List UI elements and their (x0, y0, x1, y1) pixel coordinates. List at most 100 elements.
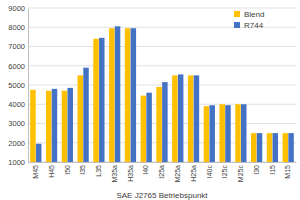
bar (251, 133, 256, 162)
tick-label: I30 (253, 165, 260, 175)
x-axis: M45 H45 I50 I35 L35 M35a H35a I40 I25a M25a H25a I4… (29, 162, 297, 183)
axis-line (29, 162, 297, 163)
bar (109, 28, 114, 162)
bar (188, 75, 193, 162)
chart: 1000 2000 3000 4000 5000 6000 7000 8000 9000 M45 H… (0, 0, 300, 200)
bar (204, 106, 209, 162)
tick: 7000 (8, 42, 28, 51)
tick: I30 (253, 162, 260, 175)
bar (30, 90, 35, 162)
x-axis-title: SAE J2765 Betriebspunkt (116, 191, 208, 200)
tick-label: 4000 (8, 100, 25, 109)
tick: 5000 (8, 81, 28, 90)
tick: 8000 (8, 23, 28, 32)
bar (115, 26, 120, 162)
bar (68, 88, 73, 162)
tick: M35a (111, 162, 118, 183)
bar (78, 75, 83, 162)
bar (235, 104, 240, 162)
bar (62, 91, 67, 162)
tick: 2000 (8, 139, 28, 148)
tick: I25c (221, 162, 228, 178)
tick-label: 3000 (8, 119, 25, 128)
bar (36, 144, 41, 162)
tick-label: M25a (174, 165, 181, 183)
tick-label: 7000 (8, 42, 25, 51)
tick-label: H45 (48, 165, 55, 178)
tick: I35 (79, 162, 86, 175)
bar (283, 133, 288, 162)
legend: Blend R744 (234, 10, 264, 30)
bar (288, 133, 293, 162)
grid (28, 8, 296, 162)
bar (156, 87, 161, 162)
grid-line (28, 8, 296, 9)
tick-label: I25c (221, 165, 228, 179)
tick-label: M45 (32, 165, 39, 179)
bar (194, 75, 199, 162)
bar (46, 91, 51, 162)
legend-label: R744 (244, 21, 264, 30)
tick-label: M25c (237, 165, 244, 183)
bar (146, 93, 151, 162)
legend-label: Blend (244, 10, 264, 19)
tick-label: 1000 (8, 158, 25, 167)
bar (267, 133, 272, 162)
grid-line (28, 65, 296, 66)
tick-label: L35 (95, 165, 102, 177)
tick: M25c (237, 162, 244, 182)
tick-label: M35a (111, 165, 118, 183)
tick: M15 (284, 162, 291, 179)
tick: M45 (32, 162, 39, 179)
bar (273, 133, 278, 162)
bar (162, 82, 167, 162)
tick: 3000 (8, 119, 28, 128)
plot: 1000 2000 3000 4000 5000 6000 7000 8000 9000 M45 H… (8, 4, 296, 183)
bar (178, 74, 183, 162)
tick-label: I25a (158, 165, 165, 179)
legend-item: R744 (234, 21, 264, 30)
bar (225, 105, 230, 162)
bars (30, 26, 294, 162)
bar (219, 104, 224, 162)
bar (141, 96, 146, 162)
tick-label: I35 (79, 165, 86, 175)
tick: I15 (269, 162, 276, 175)
bar (257, 133, 262, 162)
bar (52, 89, 57, 162)
tick-label: 2000 (8, 139, 25, 148)
tick: L35 (95, 162, 102, 177)
tick-label: I15 (269, 165, 276, 175)
bar (241, 104, 246, 162)
tick: I50 (64, 162, 71, 175)
tick: I25a (158, 162, 165, 179)
tick-label: I40c (206, 165, 213, 179)
bar (125, 28, 130, 162)
tick: 6000 (8, 62, 28, 71)
tick-label: H35a (127, 165, 134, 182)
y-axis: 1000 2000 3000 4000 5000 6000 7000 8000 9000 (8, 4, 28, 167)
tick-label: H25a (190, 165, 197, 182)
bar (131, 28, 136, 162)
tick: M25a (174, 162, 181, 183)
tick: 4000 (8, 100, 28, 109)
grid-line (28, 46, 296, 47)
bar (209, 105, 214, 162)
tick-label: 6000 (8, 62, 25, 71)
grid-line (28, 85, 296, 86)
tick: H45 (48, 162, 55, 178)
bar (99, 38, 104, 162)
legend-swatch (234, 22, 240, 28)
tick-label: I40 (142, 165, 149, 175)
tick: I40 (142, 162, 149, 175)
tick-label: I50 (64, 165, 71, 175)
tick-label: 5000 (8, 81, 25, 90)
axis-line (28, 9, 29, 163)
tick-label: 9000 (8, 4, 25, 13)
legend-item: Blend (234, 10, 264, 19)
bar (83, 68, 88, 162)
tick-label: 8000 (8, 23, 25, 32)
tick: 9000 (8, 4, 28, 13)
tick: H25a (190, 162, 197, 182)
tick-label: M15 (284, 165, 291, 179)
